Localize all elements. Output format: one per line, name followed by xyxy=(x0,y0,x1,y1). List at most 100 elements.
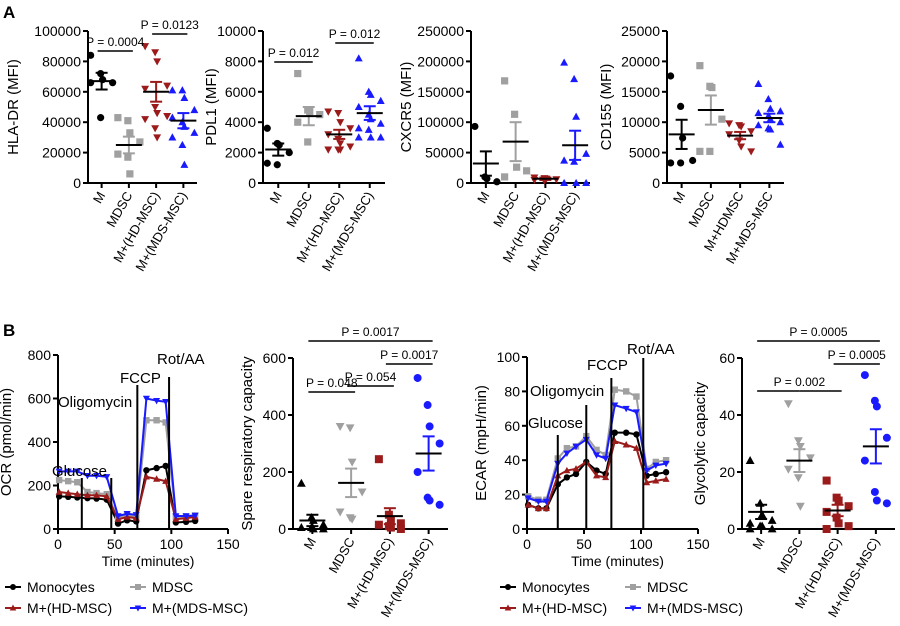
data-point xyxy=(141,43,150,51)
data-point xyxy=(55,488,63,495)
data-point xyxy=(336,119,345,127)
data-point xyxy=(523,167,531,175)
legend-marker xyxy=(10,584,16,590)
data-point xyxy=(123,511,131,518)
p-value-label: P = 0.012 xyxy=(268,46,320,60)
data-point xyxy=(611,437,619,444)
data-point xyxy=(162,477,170,484)
x-tick-label: 0 xyxy=(523,536,531,552)
data-point xyxy=(73,490,81,497)
y-tick-label: 100 xyxy=(497,349,521,365)
data-point xyxy=(643,467,651,475)
y-tick-label: 20000 xyxy=(42,145,81,161)
x-tick-label: 0 xyxy=(54,536,62,552)
data-point xyxy=(570,74,579,83)
data-point xyxy=(822,476,831,485)
data-point xyxy=(622,388,630,395)
data-point xyxy=(513,163,521,171)
y-axis-label: CXCR5 (MFI) xyxy=(398,62,415,153)
legend-label: MDSC xyxy=(647,579,688,595)
data-point xyxy=(74,479,81,486)
data-point xyxy=(357,488,367,497)
series-1 xyxy=(114,114,144,178)
data-point xyxy=(296,478,306,487)
y-tick-label: 400 xyxy=(263,407,287,423)
data-point xyxy=(793,437,803,446)
series-2 xyxy=(822,476,853,533)
data-point xyxy=(294,118,302,126)
data-point xyxy=(435,439,444,448)
data-point xyxy=(767,515,777,524)
y-tick-label: 250000 xyxy=(417,23,464,39)
data-point xyxy=(667,72,675,80)
data-point xyxy=(153,397,161,405)
data-point xyxy=(633,393,640,400)
data-point xyxy=(622,405,630,413)
y-tick-label: 6000 xyxy=(225,84,256,100)
y-tick-label: 200 xyxy=(28,478,52,494)
data-point xyxy=(757,521,767,530)
data-point xyxy=(374,520,383,529)
y-tick-label: 20 xyxy=(504,487,520,503)
injection-label: Rot/AA xyxy=(157,351,205,368)
series-M+(MDS-MSC) xyxy=(55,395,199,520)
data-point xyxy=(882,499,891,508)
data-point xyxy=(103,492,111,500)
data-point xyxy=(336,146,345,154)
x-tick-label: MDSC xyxy=(490,189,522,230)
data-point xyxy=(793,474,803,483)
data-point xyxy=(168,133,177,141)
data-point xyxy=(376,96,385,104)
x-tick-label: M xyxy=(749,535,767,552)
data-point xyxy=(346,125,355,133)
data-point xyxy=(425,496,434,505)
x-tick-label: MDSC xyxy=(774,535,806,576)
data-point xyxy=(643,478,651,486)
data-point xyxy=(191,512,199,520)
data-point xyxy=(622,441,630,448)
x-tick-label: MDSC xyxy=(326,535,358,576)
data-point xyxy=(677,102,685,110)
y-tick-label: 600 xyxy=(28,391,52,407)
legend-label: MDSC xyxy=(152,579,193,595)
data-point xyxy=(346,143,355,151)
series-3 xyxy=(560,58,591,187)
data-point xyxy=(783,465,793,474)
data-point xyxy=(633,431,640,438)
y-tick-label: 50000 xyxy=(425,145,464,161)
data-point xyxy=(689,156,697,165)
p-value-label: P = 0.0005 xyxy=(828,348,886,362)
data-point xyxy=(153,475,161,482)
chart-ecar: 0 20 40 60 80 100 ECAR (mpH/min) 0 50 100 150 Time … xyxy=(473,341,743,616)
data-point xyxy=(304,138,312,146)
data-point xyxy=(708,83,716,92)
y-axis-label: ECAR (mpH/min) xyxy=(473,385,490,501)
data-point xyxy=(572,443,580,451)
data-point xyxy=(560,178,569,187)
data-point xyxy=(593,452,601,459)
data-point xyxy=(324,146,333,154)
data-point xyxy=(844,522,853,531)
data-point xyxy=(572,178,581,187)
data-point xyxy=(423,401,432,410)
data-point xyxy=(114,114,122,122)
data-point xyxy=(114,513,122,520)
series-2 xyxy=(324,108,355,154)
p-value-label: P = 0.0123 xyxy=(141,18,199,32)
x-tick-label: M xyxy=(90,189,108,206)
y-tick-label: 40 xyxy=(719,407,735,423)
y-tick-label: 0 xyxy=(73,175,81,191)
data-point xyxy=(572,470,580,478)
data-point xyxy=(524,495,532,502)
injection-label: Glucose xyxy=(528,415,583,432)
data-point xyxy=(162,399,170,406)
data-point xyxy=(534,498,542,506)
x-tick-label: 50 xyxy=(107,536,123,552)
y-tick-label: 600 xyxy=(263,350,287,366)
y-tick-label: 80 xyxy=(504,383,520,399)
data-point xyxy=(872,402,881,411)
data-point xyxy=(168,86,177,94)
data-point xyxy=(354,124,363,132)
